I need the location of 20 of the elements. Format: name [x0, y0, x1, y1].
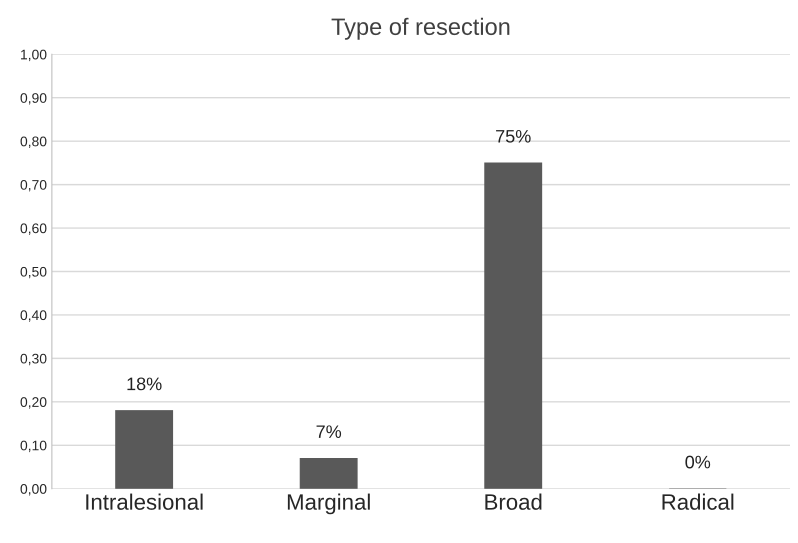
y-tick-label: 1,00: [21, 50, 46, 62]
x-tick-label: Marginal: [288, 494, 370, 514]
y-tick-label: 0,20: [20, 397, 46, 409]
y-tick-label: 0,00: [20, 484, 46, 496]
data-label: 18%: [127, 377, 162, 390]
y-tick-label: 0,40: [20, 310, 46, 322]
x-tick-label: Radical: [662, 494, 734, 510]
y-tick-label: 0,70: [20, 180, 46, 192]
y-tick-label: 0,90: [20, 93, 46, 105]
y-tick-label: 0,10: [20, 440, 46, 452]
y-tick-label: 0,80: [20, 136, 46, 148]
y-tick-label: 0,30: [20, 354, 46, 366]
x-tick-label: Broad: [485, 494, 542, 510]
chart-title: Type of resection: [332, 18, 510, 40]
y-tick-label: 0,50: [20, 266, 46, 278]
data-label: 75%: [496, 130, 531, 143]
x-tick-label: Intralesional: [86, 494, 203, 510]
y-tick-label: 0,60: [20, 223, 46, 235]
data-label: 7%: [316, 425, 342, 438]
data-label: 0%: [685, 456, 710, 468]
